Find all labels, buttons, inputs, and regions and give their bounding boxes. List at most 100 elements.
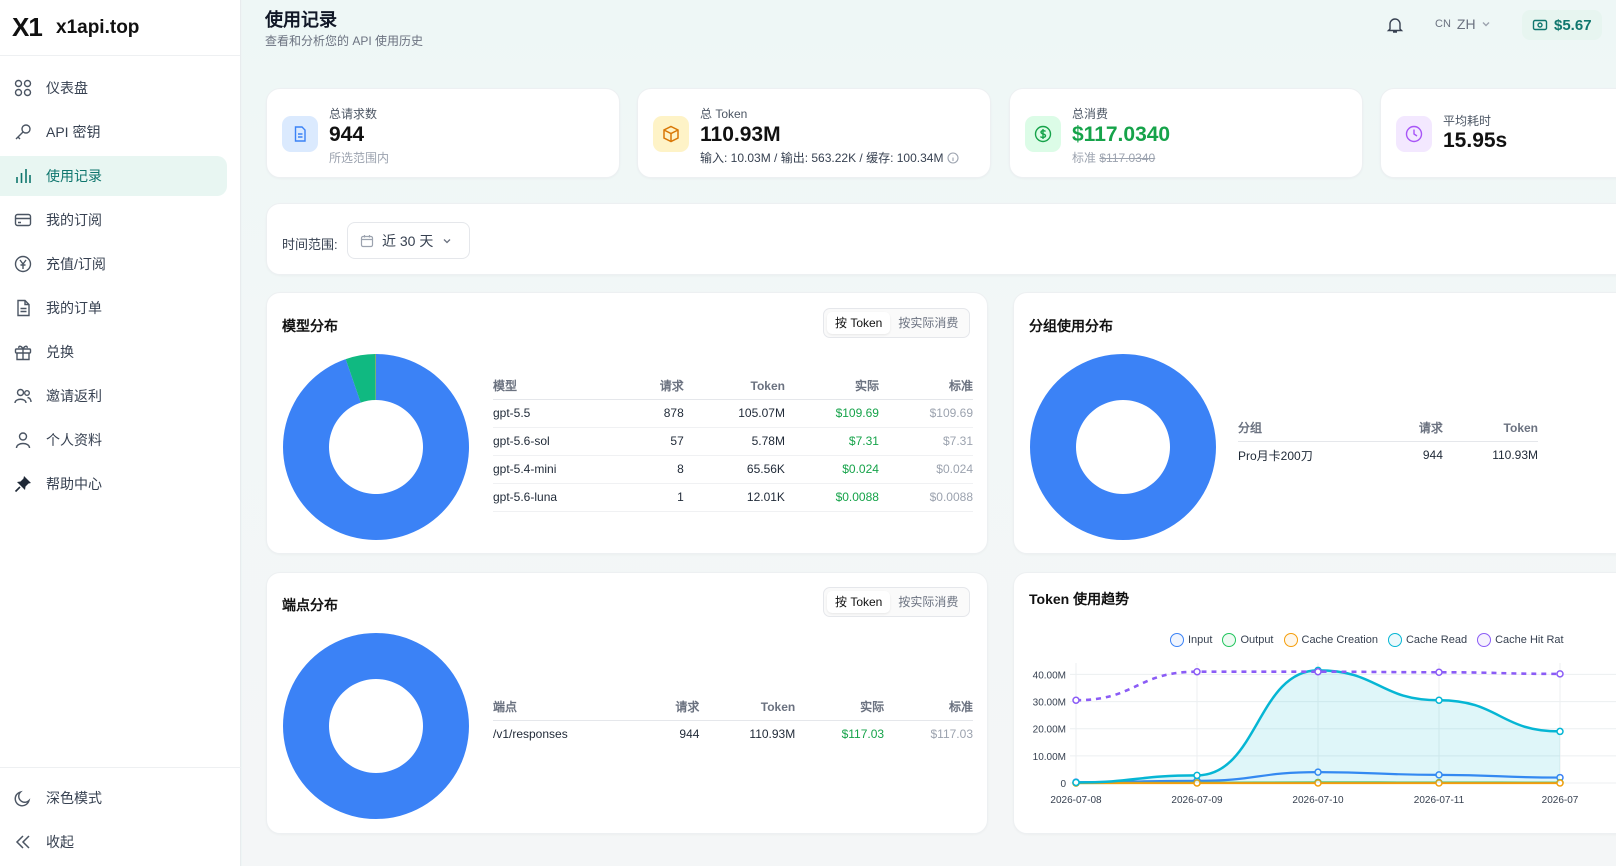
col-header: 标准 [878,373,973,400]
language-switcher[interactable]: CN ZH [1435,16,1492,32]
toggle-by-token[interactable]: 按 Token [827,591,891,613]
sidebar-item-profile[interactable]: 个人资料 [0,420,227,460]
sidebar-item-subscription[interactable]: 我的订阅 [0,200,227,240]
sidebar-item-api-keys[interactable]: API 密钥 [0,112,227,152]
bell-icon[interactable] [1386,16,1404,34]
data-point-cache-creation[interactable] [1556,779,1564,787]
data-point-cache-read[interactable] [1193,771,1201,780]
collapse-sidebar-button[interactable]: 收起 [0,822,227,862]
section-title: 模型分布 [282,318,338,334]
table-row: gpt-5.5 878 105.07M $109.69 $109.69 [493,399,973,428]
data-point-cache-hit-rat[interactable] [1314,667,1322,676]
endpoint-slice[interactable] [282,633,469,819]
sidebar-item-usage[interactable]: 使用记录 [0,156,227,196]
data-point-cache-read[interactable] [1556,727,1564,736]
bar-chart-icon [16,169,31,183]
stat-value: 110.93M [700,123,781,146]
info-icon[interactable] [947,152,959,164]
col-header: 请求 [1393,415,1443,442]
brand-logo: X1 [12,12,43,42]
token-breakdown: 输入: 10.03M / 输出: 563.22K / 缓存: 100.34M [700,151,944,165]
sidebar-item-referral[interactable]: 邀请返利 [0,376,227,416]
model-name: gpt-5.6-sol [493,427,632,456]
table-row: gpt-5.6-sol 57 5.78M $7.31 $7.31 [493,427,973,456]
model-slice[interactable] [345,354,376,403]
x-tick-label: 2026-07 [1542,795,1579,806]
document-icon [17,299,30,317]
data-point-input[interactable] [1314,768,1322,776]
data-point-cache-read[interactable] [1435,696,1443,704]
toggle-by-cost[interactable]: 按实际消费 [898,316,959,330]
data-point-cache-creation[interactable] [1435,779,1443,787]
stat-value: 15.95s [1443,129,1508,152]
stat-label: 总 Token [700,107,748,121]
sidebar-item-orders[interactable]: 我的订单 [0,288,227,328]
legend-item-cache-read[interactable]: Cache Read [1387,633,1467,647]
key-icon [15,124,31,140]
sidebar-nav: 仪表盘 API 密钥 使用记录 我的订阅 充值/订阅 我的订单 兑换 邀请返利 [0,68,241,508]
table-row: gpt-5.4-mini 8 65.56K $0.024 $0.024 [493,455,973,484]
actual-cost: $109.69 [784,399,879,428]
group-distribution-card: 分组使用分布 分组 请求 Token Pro月卡200刀 944 110.93M [1013,292,1616,554]
legend-item-output[interactable]: Output [1222,633,1274,647]
sidebar-item-dashboard[interactable]: 仪表盘 [0,68,227,108]
stat-value: 944 [329,123,365,146]
group-slice[interactable] [1029,354,1216,540]
toggle-by-token[interactable]: 按 Token [827,312,891,334]
balance-badge[interactable]: $5.67 [1522,10,1602,40]
sidebar-item-label: 使用记录 [46,168,102,184]
dollar-circle-icon [1025,116,1061,152]
actual-cost: $117.03 [841,727,885,742]
stat-sub: 标准 $117.0340 [1072,149,1155,166]
sidebar-item-recharge[interactable]: 充值/订阅 [0,244,227,284]
col-header: 模型 [493,373,632,400]
stat-sub: 所选范围内 [329,151,390,165]
data-point-cache-creation[interactable] [1193,779,1201,787]
y-tick-label: 10.00M [1033,752,1066,763]
legend-item-input[interactable]: Input [1170,633,1212,647]
data-point-input[interactable] [1435,771,1443,779]
legend-item-cache-hit-rate[interactable]: Cache Hit Rat [1477,633,1564,647]
sidebar-item-redeem[interactable]: 兑换 [0,332,227,372]
model-table: 模型 请求 Token 实际 标准 gpt-5.5 878 105.07M $1… [493,373,973,512]
endpoint-table: 端点 请求 Token 实际 标准 /v1/responses 944 110.… [493,694,973,748]
data-point-cache-read[interactable] [1072,778,1080,787]
sidebar-item-help[interactable]: 帮助中心 [0,464,227,504]
data-point-cache-creation[interactable] [1314,779,1322,787]
tokens: 12.01K [683,483,785,512]
dark-mode-toggle[interactable]: 深色模式 [0,778,227,818]
standard-cost: $117.0340 [1099,151,1156,165]
tokens: 65.56K [683,455,785,484]
group-table: 分组 请求 Token Pro月卡200刀 944 110.93M [1238,415,1538,469]
legend-item-cache-creation[interactable]: Cache Creation [1283,633,1378,647]
tokens: 110.93M [749,727,796,742]
model-name: gpt-5.4-mini [493,455,632,484]
time-range-select[interactable]: 近 30 天 [347,222,470,259]
metric-toggle: 按 Token 按实际消费 [823,308,971,338]
table-header-row: 端点 请求 Token 实际 标准 [493,694,973,721]
calendar-icon [360,234,374,247]
endpoint-distribution-card: 端点分布 按 Token 按实际消费 端点 请求 Token 实际 标准 /v1… [266,572,988,834]
col-header: Token [1442,415,1538,442]
series-area-cache-read [1076,670,1560,783]
brand[interactable]: X1 x1api.top [0,0,240,56]
language-flag: CN [1435,18,1451,30]
actual-cost: $0.024 [784,455,879,484]
data-point-cache-hit-rat[interactable] [1556,670,1564,678]
data-point-cache-hit-rat[interactable] [1193,667,1201,676]
data-point-cache-hit-rat[interactable] [1072,696,1080,704]
data-point-cache-hit-rat[interactable] [1435,668,1443,677]
filter-bar: 时间范围: 近 30 天 [266,203,1616,275]
toggle-by-cost[interactable]: 按实际消费 [898,595,959,609]
stat-card-cost: 总消费 $117.0340 标准 $117.0340 [1009,88,1363,178]
clock-icon [1396,116,1432,152]
table-header-row: 分组 请求 Token [1238,415,1538,442]
stat-label: 平均耗时 [1443,114,1492,128]
main-content: 使用记录 查看和分析您的 API 使用历史 CN ZH $5.67 总请求数 9… [242,0,1616,866]
stat-card-requests: 总请求数 944 所选范围内 [266,88,620,178]
requests: 1 [631,483,684,512]
requests: 8 [631,455,684,484]
stat-sub: 输入: 10.03M / 输出: 563.22K / 缓存: 100.34M [700,149,959,166]
model-slice[interactable] [283,354,469,540]
sidebar-item-label: 仪表盘 [46,80,88,96]
